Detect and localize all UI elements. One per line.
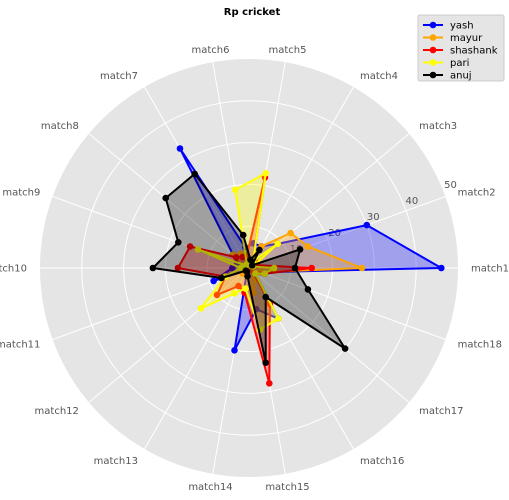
- series-fill-shashank: [177, 177, 312, 384]
- legend-label-mayur: mayur: [450, 33, 483, 44]
- data-point-anuj-match16: [262, 293, 270, 301]
- radial-tick-label: 20: [328, 228, 341, 239]
- data-point-anuj-match7: [191, 170, 198, 178]
- spoke-gridline: [248, 267, 446, 340]
- data-point-yash-match11: [210, 277, 217, 285]
- data-point-shashank-match12: [213, 291, 221, 299]
- series-fill-mayur: [233, 233, 362, 293]
- data-point-anuj-match2: [296, 246, 304, 253]
- data-point-shashank-match15: [266, 380, 273, 387]
- radial-tick-label: 10: [290, 244, 303, 255]
- data-point-pari-match6: [231, 186, 239, 194]
- data-point-pari-match18: [261, 270, 269, 278]
- legend-marker-anuj: [429, 71, 437, 79]
- data-point-yash-match2: [363, 221, 371, 229]
- data-point-mayur-match3: [287, 229, 294, 237]
- data-point-yash-match10: [229, 264, 236, 272]
- data-point-pari-match12: [197, 305, 205, 312]
- legend-marker-mayur: [429, 34, 437, 41]
- data-point-anuj-match3: [248, 262, 256, 269]
- data-point-yash-match1: [438, 264, 445, 272]
- spoke-gridline: [88, 133, 250, 269]
- category-label-match3: match3: [419, 121, 457, 132]
- data-point-anuj-match14: [244, 272, 251, 280]
- category-label-match7: match7: [100, 71, 138, 82]
- category-label-match9: match9: [2, 188, 40, 199]
- data-point-anuj-match5: [247, 256, 254, 264]
- category-label-match6: match6: [192, 45, 230, 56]
- data-point-anuj-match4: [256, 246, 263, 254]
- data-point-pari-match17: [252, 270, 259, 277]
- data-point-shashank-match8: [232, 253, 240, 261]
- data-point-shashank-match10: [174, 264, 182, 272]
- spoke-gridline: [248, 267, 286, 474]
- category-label-match18: match18: [458, 339, 502, 350]
- category-label-match14: match14: [188, 482, 232, 493]
- series-fill-yash: [180, 148, 442, 351]
- series-layer: [149, 145, 445, 387]
- data-point-pari-match16: [275, 315, 282, 323]
- data-point-anuj-match6: [239, 231, 247, 239]
- legend-label-shashank: shashank: [450, 46, 498, 57]
- data-point-yash-match7: [176, 145, 184, 152]
- data-point-mayur-match1: [358, 264, 366, 272]
- category-label-match16: match16: [360, 456, 404, 467]
- data-point-pari-match10: [237, 264, 244, 272]
- category-label-match17: match17: [419, 406, 463, 417]
- radial-tick-label: 50: [444, 180, 457, 191]
- legend-marker-shashank: [429, 46, 437, 54]
- chart-title: Rp cricket: [224, 7, 281, 18]
- data-point-anuj-match8: [162, 194, 169, 202]
- legend-box: [417, 14, 505, 82]
- data-point-anuj-match18: [304, 286, 312, 293]
- data-point-shashank-match13: [235, 282, 242, 290]
- axis-labels: match1 match2 match3 match4 match5 match6 matc…: [0, 45, 509, 493]
- legend-label-pari: pari: [450, 58, 469, 69]
- legend-label-anuj: anuj: [450, 71, 472, 82]
- spoke-gridline: [144, 267, 250, 450]
- category-label-match5: match5: [269, 45, 307, 56]
- data-point-anuj-match10: [149, 264, 157, 272]
- data-point-yash-match14: [231, 347, 238, 354]
- series-fill-anuj: [152, 173, 346, 363]
- legend-label-yash: yash: [450, 21, 474, 32]
- data-point-anuj-match15: [262, 359, 270, 367]
- data-point-shashank-match1: [308, 264, 316, 272]
- data-point-pari-match8: [242, 262, 250, 269]
- category-label-match1: match1: [471, 264, 509, 275]
- category-label-match15: match15: [265, 482, 309, 493]
- data-point-anuj-match9: [175, 239, 182, 246]
- category-label-match8: match8: [41, 121, 79, 132]
- category-label-match12: match12: [35, 406, 79, 417]
- spoke-gridline: [248, 86, 354, 269]
- category-label-match2: match2: [458, 188, 496, 199]
- data-point-pari-match13: [231, 290, 238, 297]
- spoke-gridline: [88, 267, 250, 403]
- data-point-shashank-match7: [239, 253, 246, 261]
- data-point-mayur-match2: [304, 243, 312, 250]
- category-label-match10: match10: [0, 264, 27, 275]
- series-fill-pari: [197, 173, 279, 330]
- category-label-match11: match11: [0, 339, 40, 350]
- radial-tick-label: 30: [367, 212, 380, 223]
- data-point-anuj-match1: [291, 264, 299, 272]
- data-point-pari-match5: [262, 170, 270, 177]
- category-label-match13: match13: [94, 456, 138, 467]
- spoke-gridline: [248, 62, 286, 269]
- data-point-pari-match9: [194, 246, 202, 253]
- data-point-anuj-match17: [341, 345, 349, 352]
- polar-grid: 10 20 30 40 50: [40, 59, 458, 477]
- data-point-anuj-match11: [218, 274, 225, 282]
- category-label-match4: match4: [360, 71, 398, 82]
- legend-marker-pari: [429, 59, 437, 66]
- data-point-pari-match1: [270, 264, 278, 272]
- data-point-shashank-match9: [186, 243, 194, 250]
- legend-marker-yash: [429, 21, 437, 29]
- data-point-pari-match14: [242, 285, 249, 292]
- spoke-gridline: [248, 267, 410, 403]
- data-point-pari-match3: [274, 240, 282, 248]
- radial-tick-label: 40: [405, 196, 418, 207]
